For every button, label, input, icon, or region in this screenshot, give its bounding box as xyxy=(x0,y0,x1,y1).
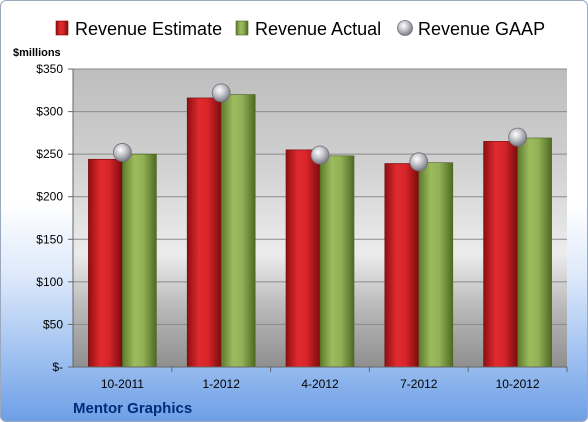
y-tick-label: $350 xyxy=(36,62,63,76)
y-tick-label: $200 xyxy=(36,190,63,204)
x-tick-label: 4-2012 xyxy=(301,377,339,391)
x-tick-label: 10-2012 xyxy=(496,377,540,391)
bar-revenue-estimate xyxy=(483,141,518,368)
marker-revenue-gaap xyxy=(211,83,231,103)
bar-revenue-actual xyxy=(418,162,454,368)
legend-swatch-revenue-actual xyxy=(235,20,249,36)
bar-revenue-estimate xyxy=(186,97,222,368)
bar-revenue-actual xyxy=(122,153,157,368)
unit-label: $millions xyxy=(13,47,61,59)
y-tick-label: $- xyxy=(52,360,63,374)
bar-revenue-estimate xyxy=(384,163,420,368)
bar-revenue-estimate xyxy=(88,158,123,368)
y-tick-label: $100 xyxy=(36,275,63,289)
y-tick-label: $300 xyxy=(36,105,63,119)
bar-revenue-actual xyxy=(517,137,552,368)
y-tick-label: $250 xyxy=(36,147,63,161)
legend-swatch-revenue-gaap xyxy=(397,20,413,36)
marker-revenue-gaap xyxy=(310,145,330,165)
bar-revenue-actual xyxy=(319,155,355,368)
company-name: Mentor Graphics xyxy=(73,400,192,417)
legend-swatch-revenue-estimate xyxy=(55,20,69,36)
legend-label: Revenue GAAP xyxy=(418,19,545,39)
y-tick-label: $150 xyxy=(36,232,63,246)
legend-label: Revenue Actual xyxy=(255,19,381,39)
marker-revenue-gaap xyxy=(409,152,429,172)
bar-revenue-estimate xyxy=(285,149,321,368)
legend: Revenue Estimate Revenue Actual Revenue GA… xyxy=(55,19,545,39)
legend-label: Revenue Estimate xyxy=(75,19,222,39)
x-axis: 10-2011 1-2012 4-2012 7-2012 10-2012 xyxy=(73,366,568,391)
y-tick-label: $50 xyxy=(43,317,63,331)
gaap-markers xyxy=(113,83,527,172)
x-tick-label: 7-2012 xyxy=(400,377,438,391)
bar-revenue-actual xyxy=(220,94,256,368)
x-tick-label: 1-2012 xyxy=(203,377,241,391)
bars xyxy=(88,94,552,368)
x-tick-label: 10-2011 xyxy=(101,377,144,391)
marker-revenue-gaap xyxy=(113,143,132,162)
y-axis: $- $50 $100 $150 $200 $250 $300 $350 xyxy=(36,62,74,374)
marker-revenue-gaap xyxy=(508,127,527,147)
